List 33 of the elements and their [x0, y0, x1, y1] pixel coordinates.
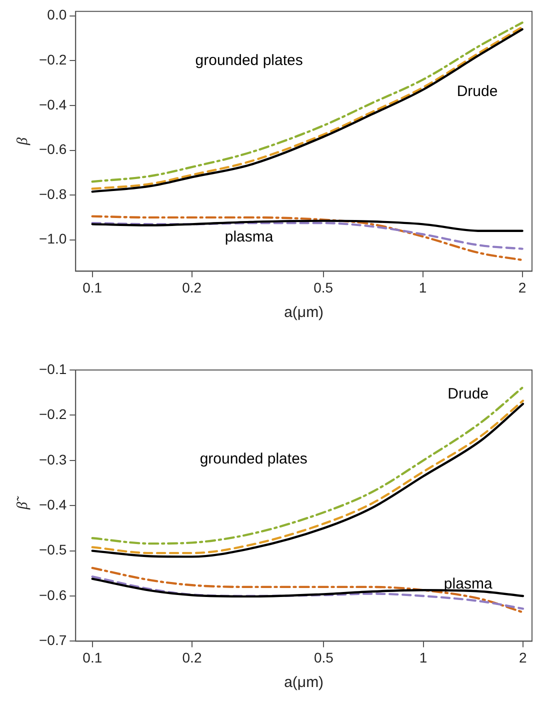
y-tick-label: −0.2 — [38, 406, 67, 422]
x-axis-title: a(μm) — [284, 674, 324, 692]
y-tick-label: −0.4 — [38, 96, 67, 112]
y-tick-label: −0.3 — [38, 451, 67, 468]
annotation: Drude — [456, 83, 498, 100]
annotation: grounded plates — [200, 450, 308, 468]
annotation: Drude — [448, 386, 489, 403]
annotation: plasma — [224, 228, 274, 246]
x-tick-label: 0.2 — [182, 649, 202, 666]
y-tick-label: −0.8 — [38, 186, 67, 202]
y-tick-label: 0.0 — [47, 6, 67, 23]
x-tick-label: 1 — [418, 279, 427, 296]
y-tick-label: −0.5 — [38, 542, 67, 558]
x-tick-label: 2 — [519, 649, 528, 666]
y-axis-title: β — [14, 137, 31, 146]
x-tick-label: 0.2 — [182, 279, 202, 296]
y-tick-label: −0.6 — [38, 141, 67, 158]
x-tick-label: 2 — [518, 279, 526, 296]
x-tick-label: 1 — [419, 649, 428, 666]
x-axis-title: a(μm) — [284, 304, 324, 322]
y-tick-label: −0.4 — [38, 496, 67, 512]
y-tick-label: −0.1 — [38, 360, 67, 377]
x-tick-label: 0.1 — [82, 649, 102, 666]
x-tick-label: 0.5 — [314, 279, 334, 296]
y-axis-title: β̃ — [14, 496, 31, 510]
annotation: grounded plates — [195, 52, 303, 69]
y-tick-label: −0.6 — [38, 586, 67, 603]
annotation: plasma — [444, 575, 493, 592]
x-tick-label: 0.1 — [82, 279, 102, 296]
x-tick-label: 0.5 — [314, 649, 334, 666]
y-tick-label: −0.2 — [38, 52, 67, 68]
y-tick-label: −0.7 — [38, 632, 67, 648]
y-tick-label: −1.0 — [38, 230, 67, 247]
